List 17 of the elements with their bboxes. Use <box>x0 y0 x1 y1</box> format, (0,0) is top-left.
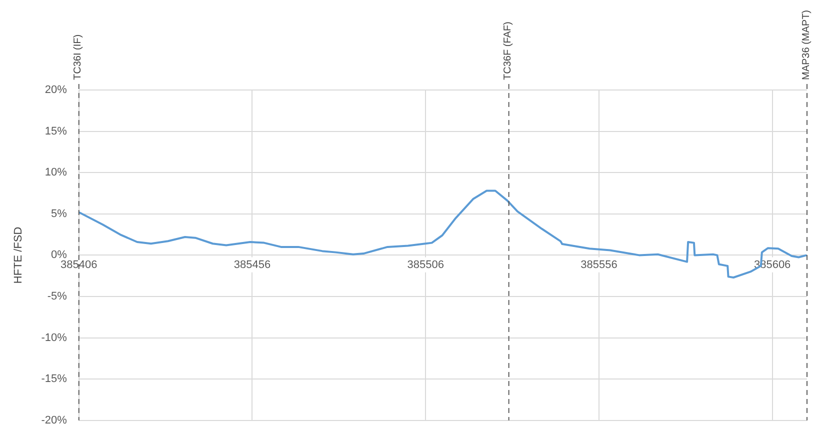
x-tick-label: 385556 <box>580 258 618 271</box>
y-tick-label: 20% <box>44 84 68 96</box>
ref-line-label: TC36I (IF) <box>72 34 84 80</box>
y-tick-label: 0% <box>50 249 68 262</box>
ref-line-label: TC36F (FAF) <box>502 22 514 80</box>
x-tick-label: 385506 <box>407 258 444 271</box>
y-axis-title: HFTE /FSD <box>12 226 25 284</box>
x-tick-label: 385406 <box>60 258 98 271</box>
y-tick-label: -20% <box>41 414 68 426</box>
y-tick-label: 15% <box>44 125 68 138</box>
y-tick-label: -5% <box>47 290 68 303</box>
ref-line-label: MAP36 (MAPT) <box>800 10 812 80</box>
y-tick-label: -10% <box>41 332 68 344</box>
y-tick-label: 10% <box>44 166 68 179</box>
x-tick-label: 385456 <box>234 258 271 271</box>
y-tick-label: 5% <box>50 208 68 220</box>
y-tick-label: -15% <box>41 373 68 386</box>
